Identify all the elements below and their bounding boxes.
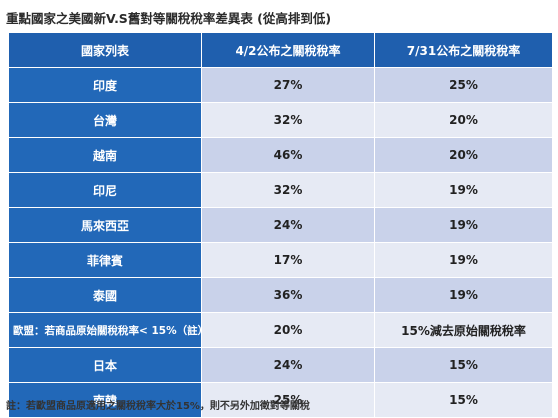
table-row: 印度 27% 25% <box>8 67 553 103</box>
rate-apr2-cell: 36% <box>201 277 375 313</box>
table-row: 泰國 36% 19% <box>8 277 553 313</box>
country-cell: 南韓 <box>8 382 202 418</box>
tariff-table: 國家列表 4/2公布之關稅稅率 7/31公布之關稅稅率 印度 27% 25% 台… <box>8 32 553 418</box>
country-cell: 印尼 <box>8 172 202 208</box>
rate-apr2-cell: 32% <box>201 102 375 138</box>
rate-apr2-cell: 46% <box>201 137 375 173</box>
country-cell: 菲律賓 <box>8 242 202 278</box>
rate-apr2-cell: 27% <box>201 67 375 103</box>
rate-jul31-cell: 15% <box>374 347 553 383</box>
rate-apr2-cell: 32% <box>201 172 375 208</box>
footnote: 註：若歐盟商品原適用之關稅稅率大於15%，則不另外加徵對等關稅 <box>6 401 310 412</box>
country-cell: 台灣 <box>8 102 202 138</box>
rate-jul31-cell: 19% <box>374 277 553 313</box>
header-rate-jul31: 7/31公布之關稅稅率 <box>374 32 553 68</box>
table-row: 日本 24% 15% <box>8 347 553 383</box>
table-row: 馬來西亞 24% 19% <box>8 207 553 243</box>
rate-apr2-cell: 24% <box>201 347 375 383</box>
table-row: 越南 46% 20% <box>8 137 553 173</box>
country-cell: 馬來西亞 <box>8 207 202 243</box>
rate-apr2-cell: 17% <box>201 242 375 278</box>
table-row: 南韓 25% 15% <box>8 382 553 418</box>
rate-jul31-cell: 15% <box>374 382 553 418</box>
rate-jul31-cell: 19% <box>374 242 553 278</box>
table-title: 重點國家之美國新V.S舊對等關稅稅率差異表 (從高排到低) <box>6 11 332 26</box>
rate-jul31-cell: 20% <box>374 102 553 138</box>
rate-jul31-cell: 19% <box>374 172 553 208</box>
rate-jul31-cell: 25% <box>374 67 553 103</box>
header-row: 國家列表 4/2公布之關稅稅率 7/31公布之關稅稅率 <box>8 32 553 68</box>
rate-jul31-cell: 19% <box>374 207 553 243</box>
country-cell: 日本 <box>8 347 202 383</box>
table-row: 台灣 32% 20% <box>8 102 553 138</box>
country-cell: 越南 <box>8 137 202 173</box>
header-rate-apr2: 4/2公布之關稅稅率 <box>201 32 375 68</box>
country-cell: 歐盟：若商品原始關稅稅率< 15%（註） <box>8 312 202 348</box>
rate-apr2-cell: 20% <box>201 312 375 348</box>
table-row: 印尼 32% 19% <box>8 172 553 208</box>
header-country: 國家列表 <box>8 32 202 68</box>
country-cell: 泰國 <box>8 277 202 313</box>
rate-jul31-cell: 15%減去原始關稅稅率 <box>374 312 553 348</box>
table-row: 菲律賓 17% 19% <box>8 242 553 278</box>
table-row: 歐盟：若商品原始關稅稅率< 15%（註） 20% 15%減去原始關稅稅率 <box>8 312 553 348</box>
rate-apr2-cell: 24% <box>201 207 375 243</box>
rate-jul31-cell: 20% <box>374 137 553 173</box>
country-cell: 印度 <box>8 67 202 103</box>
